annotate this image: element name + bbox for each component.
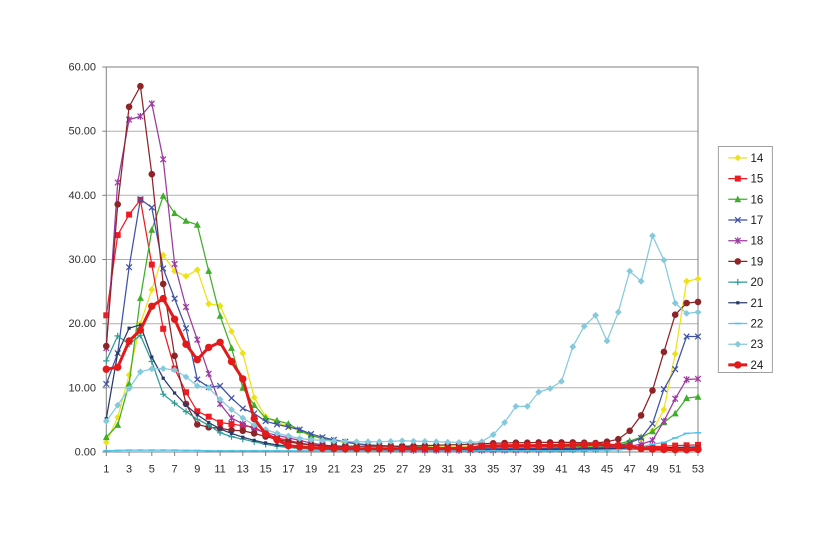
svg-text:21: 21 bbox=[328, 464, 340, 476]
svg-text:53: 53 bbox=[692, 464, 704, 476]
svg-text:20.00: 20.00 bbox=[68, 318, 96, 330]
svg-text:23: 23 bbox=[350, 464, 362, 476]
svg-text:22: 22 bbox=[751, 319, 764, 331]
svg-text:39: 39 bbox=[533, 464, 545, 476]
svg-text:25: 25 bbox=[373, 464, 385, 476]
svg-text:3: 3 bbox=[126, 464, 132, 476]
svg-text:50.00: 50.00 bbox=[68, 126, 96, 138]
svg-text:18: 18 bbox=[751, 236, 764, 248]
svg-text:21: 21 bbox=[751, 298, 764, 310]
svg-text:47: 47 bbox=[624, 464, 636, 476]
svg-text:17: 17 bbox=[751, 215, 764, 227]
svg-text:33: 33 bbox=[464, 464, 476, 476]
svg-text:14: 14 bbox=[751, 153, 764, 165]
svg-text:24: 24 bbox=[751, 360, 764, 372]
svg-text:49: 49 bbox=[646, 464, 658, 476]
svg-text:0.00: 0.00 bbox=[75, 447, 96, 459]
svg-text:19: 19 bbox=[751, 256, 764, 268]
svg-text:45: 45 bbox=[601, 464, 613, 476]
svg-text:23: 23 bbox=[751, 339, 764, 351]
svg-text:20: 20 bbox=[751, 277, 764, 289]
svg-text:31: 31 bbox=[442, 464, 454, 476]
svg-text:16: 16 bbox=[751, 194, 764, 206]
svg-text:60.00: 60.00 bbox=[68, 62, 96, 74]
svg-text:17: 17 bbox=[282, 464, 294, 476]
svg-text:1: 1 bbox=[103, 464, 109, 476]
svg-text:19: 19 bbox=[305, 464, 317, 476]
svg-text:13: 13 bbox=[237, 464, 249, 476]
svg-text:43: 43 bbox=[578, 464, 590, 476]
svg-text:10.00: 10.00 bbox=[68, 382, 96, 394]
svg-text:35: 35 bbox=[487, 464, 499, 476]
svg-text:29: 29 bbox=[419, 464, 431, 476]
svg-text:41: 41 bbox=[555, 464, 567, 476]
svg-text:27: 27 bbox=[396, 464, 408, 476]
svg-text:15: 15 bbox=[259, 464, 271, 476]
svg-text:30.00: 30.00 bbox=[68, 254, 96, 266]
svg-text:7: 7 bbox=[172, 464, 178, 476]
svg-text:5: 5 bbox=[149, 464, 155, 476]
svg-text:9: 9 bbox=[194, 464, 200, 476]
svg-text:11: 11 bbox=[214, 464, 225, 476]
svg-text:40.00: 40.00 bbox=[68, 190, 96, 202]
svg-text:37: 37 bbox=[510, 464, 522, 476]
svg-text:15: 15 bbox=[751, 174, 764, 186]
svg-text:51: 51 bbox=[669, 464, 681, 476]
